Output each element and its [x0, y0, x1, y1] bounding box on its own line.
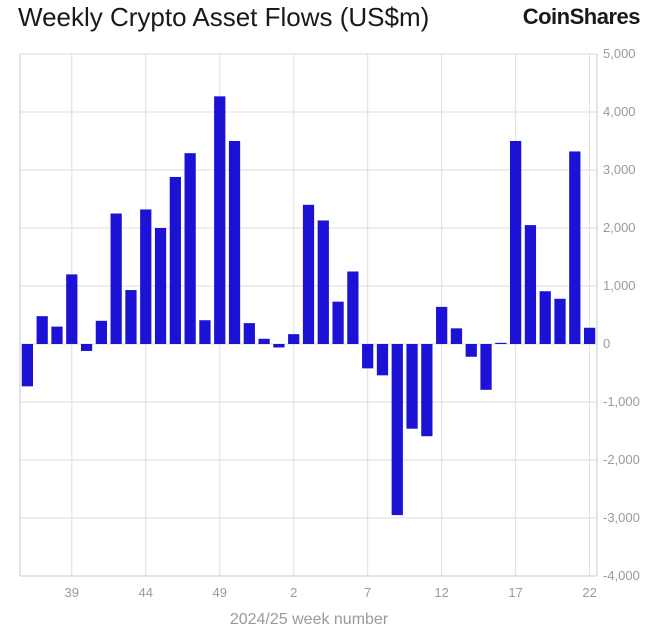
bar-week-1 [273, 344, 285, 348]
bar-week-19 [539, 291, 551, 344]
bar-week-7 [362, 344, 374, 369]
y-tick-label: 1,000 [603, 278, 636, 293]
bar-week-13 [450, 328, 463, 344]
x-tick-label: 2 [290, 585, 297, 600]
x-tick-label: 7 [364, 585, 371, 600]
bar-week-17 [510, 141, 522, 344]
bar-week-20 [554, 298, 566, 344]
bar-week-43 [125, 290, 137, 344]
bar-week-39 [66, 274, 78, 344]
axes [19, 54, 598, 577]
bar-week-44 [140, 209, 152, 344]
x-axis-ticks: 39 44 49 2 7 12 17 22 [65, 585, 597, 600]
y-tick-label: 3,000 [603, 162, 636, 177]
bar-week-37 [36, 316, 48, 344]
bar-week-10 [406, 344, 418, 429]
y-tick-label: -1,000 [603, 394, 640, 409]
bar-week-40 [80, 344, 93, 351]
x-tick-label: 49 [212, 585, 226, 600]
chart-title: Weekly Crypto Asset Flows (US$m) [18, 2, 430, 32]
y-tick-label: -4,000 [603, 568, 640, 583]
bar-week-8 [376, 344, 389, 376]
y-tick-label: 2,000 [603, 220, 636, 235]
bar-week-50 [228, 141, 241, 344]
bar-week-5 [332, 301, 344, 344]
bar-week-12 [436, 306, 448, 344]
bar-week-46 [169, 176, 181, 344]
bar-week-47 [184, 153, 196, 344]
y-tick-label: 4,000 [603, 104, 636, 119]
bar-week-11 [421, 344, 433, 437]
bar-week-15 [480, 344, 492, 390]
bar-week-51 [243, 323, 255, 344]
y-axis-ticks: 5,000 4,000 3,000 2,000 1,000 0 -1,000 -2,000 -3… [603, 46, 640, 583]
bar-week-38 [51, 326, 63, 344]
y-tick-label: 0 [603, 336, 610, 351]
x-tick-label: 39 [65, 585, 79, 600]
x-tick-label: 44 [139, 585, 153, 600]
bar-week-22 [583, 327, 596, 344]
bars [21, 96, 596, 516]
bar-week-4 [317, 220, 329, 344]
y-tick-label: -3,000 [603, 510, 640, 525]
x-axis-label: 2024/25 week number [230, 611, 389, 628]
x-tick-label: 17 [508, 585, 522, 600]
bar-week-41 [95, 320, 107, 344]
bar-week-14 [465, 344, 477, 357]
bar-week-3 [302, 204, 315, 344]
bar-week-45 [154, 228, 167, 344]
bar-week-2 [288, 334, 300, 344]
x-tick-label: 22 [582, 585, 596, 600]
y-tick-label: -2,000 [603, 452, 640, 467]
bar-week-21 [569, 151, 581, 344]
bar-week-52 [258, 338, 270, 344]
bar-week-16 [495, 342, 507, 344]
bar-week-48 [199, 320, 211, 344]
brand-logo: CoinShares [522, 4, 641, 29]
bar-week-42 [110, 213, 122, 344]
x-tick-label: 12 [434, 585, 448, 600]
bar-week-6 [347, 271, 359, 344]
y-tick-label: 5,000 [603, 46, 636, 61]
bar-week-18 [524, 225, 537, 344]
bar-week-49 [214, 96, 226, 344]
bar-week-36 [21, 344, 34, 387]
bar-week-9 [391, 344, 403, 516]
